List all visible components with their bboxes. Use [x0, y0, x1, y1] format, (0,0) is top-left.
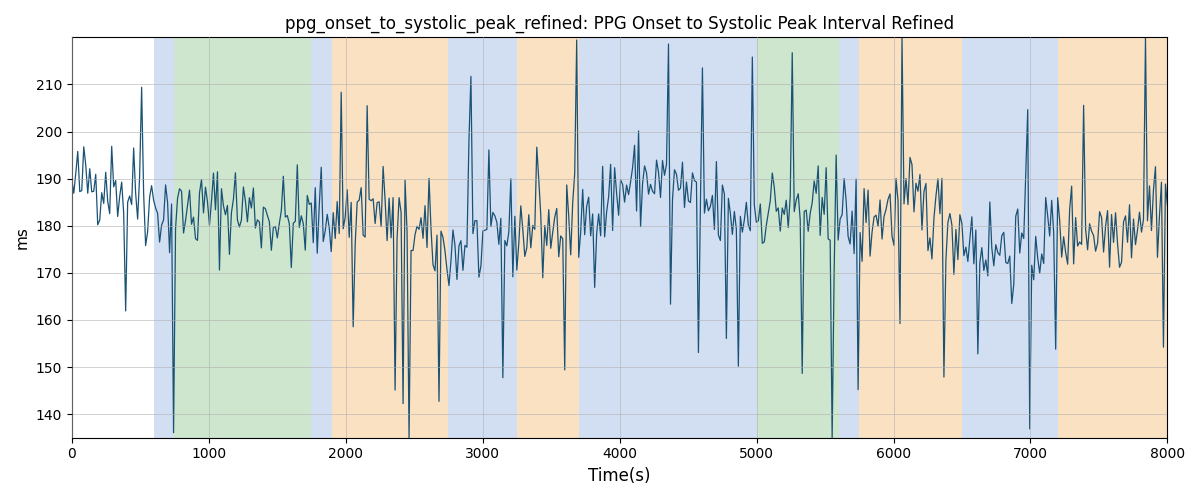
- Bar: [839, 38, 859, 438]
- Bar: [312, 38, 332, 438]
- Bar: [517, 38, 578, 438]
- Bar: [154, 38, 174, 438]
- Y-axis label: ms: ms: [14, 226, 30, 249]
- Bar: [756, 38, 839, 438]
- Title: ppg_onset_to_systolic_peak_refined: PPG Onset to Systolic Peak Interval Refined: ppg_onset_to_systolic_peak_refined: PPG …: [286, 15, 954, 34]
- Bar: [449, 38, 517, 438]
- Bar: [1058, 38, 1168, 438]
- X-axis label: Time(s): Time(s): [588, 467, 650, 485]
- Bar: [332, 38, 449, 438]
- Bar: [578, 38, 715, 438]
- Bar: [859, 38, 962, 438]
- Bar: [174, 38, 312, 438]
- Bar: [715, 38, 756, 438]
- Bar: [962, 38, 1058, 438]
